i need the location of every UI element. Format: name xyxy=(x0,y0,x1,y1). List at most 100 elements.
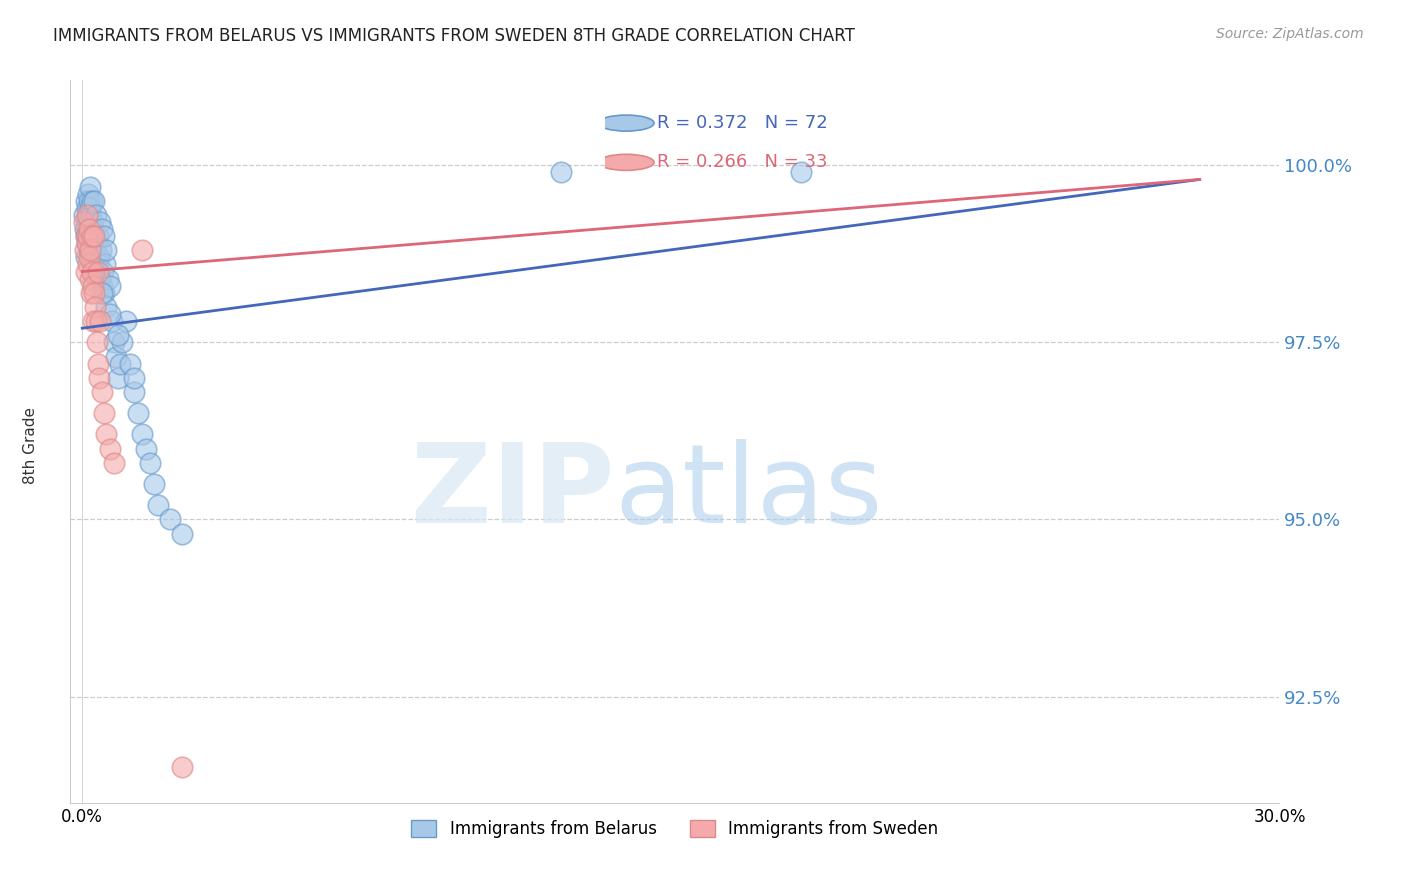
Point xyxy=(96,427,118,442)
Point xyxy=(82,264,104,278)
Point xyxy=(79,244,101,258)
Point xyxy=(75,194,97,208)
Text: IMMIGRANTS FROM BELARUS VS IMMIGRANTS FROM SWEDEN 8TH GRADE CORRELATION CHART: IMMIGRANTS FROM BELARUS VS IMMIGRANTS FR… xyxy=(53,27,855,45)
Point xyxy=(91,278,114,293)
Point xyxy=(89,271,111,285)
Point xyxy=(87,264,110,278)
Point xyxy=(83,264,105,278)
Point xyxy=(83,194,105,208)
Text: R = 0.372   N = 72: R = 0.372 N = 72 xyxy=(657,114,828,132)
Point xyxy=(98,278,121,293)
Point xyxy=(77,229,100,244)
Point xyxy=(76,236,98,251)
Point xyxy=(87,257,110,271)
Point xyxy=(143,477,166,491)
Point xyxy=(76,215,98,229)
Point xyxy=(84,314,107,328)
Point xyxy=(82,236,104,251)
Point xyxy=(79,222,101,236)
Point xyxy=(75,229,97,244)
Point xyxy=(159,512,181,526)
Point xyxy=(111,335,134,350)
Point xyxy=(131,427,153,442)
Point xyxy=(120,357,142,371)
Point xyxy=(87,357,110,371)
Point xyxy=(80,229,103,244)
Point xyxy=(170,526,193,541)
Point xyxy=(108,357,131,371)
Point xyxy=(91,384,114,399)
Point xyxy=(98,442,121,456)
Point xyxy=(89,371,111,385)
Point xyxy=(82,222,104,236)
Point xyxy=(83,229,105,244)
Point xyxy=(79,201,101,215)
Point xyxy=(170,760,193,774)
Point xyxy=(80,285,103,300)
Point xyxy=(103,335,125,350)
Point xyxy=(77,186,100,201)
Point xyxy=(97,271,120,285)
Point xyxy=(79,271,101,285)
Point xyxy=(89,314,111,328)
Point xyxy=(76,236,98,251)
Point xyxy=(122,384,145,399)
Point xyxy=(96,300,118,314)
Point xyxy=(89,251,111,265)
Point xyxy=(90,244,112,258)
Point xyxy=(76,208,98,222)
Point xyxy=(103,456,125,470)
Point xyxy=(93,285,115,300)
Point xyxy=(93,264,115,278)
Circle shape xyxy=(599,115,654,131)
Point xyxy=(91,285,114,300)
Point xyxy=(107,328,129,343)
Point xyxy=(550,165,572,179)
Point xyxy=(77,257,100,271)
Point xyxy=(84,208,107,222)
Point xyxy=(79,229,101,244)
Point xyxy=(107,371,129,385)
Point xyxy=(105,350,128,364)
Point xyxy=(139,456,162,470)
Point xyxy=(75,244,97,258)
Point xyxy=(82,257,104,271)
Point xyxy=(79,222,101,236)
Text: 8th Grade: 8th Grade xyxy=(24,408,38,484)
Point xyxy=(122,371,145,385)
Point xyxy=(83,285,105,300)
Point xyxy=(86,335,108,350)
Point xyxy=(84,300,107,314)
Point xyxy=(79,244,101,258)
Text: ZIP: ZIP xyxy=(411,439,614,546)
Point xyxy=(82,314,104,328)
Point xyxy=(94,257,117,271)
Point xyxy=(76,201,98,215)
Point xyxy=(75,264,97,278)
Point xyxy=(79,179,101,194)
Point xyxy=(98,307,121,321)
Circle shape xyxy=(599,154,654,170)
Point xyxy=(79,215,101,229)
Point xyxy=(789,165,811,179)
Point xyxy=(89,215,111,229)
Point xyxy=(75,251,97,265)
Point xyxy=(82,278,104,293)
Point xyxy=(82,215,104,229)
Text: R = 0.266   N = 33: R = 0.266 N = 33 xyxy=(657,153,828,171)
Point xyxy=(96,244,118,258)
Point xyxy=(77,229,100,244)
Text: atlas: atlas xyxy=(614,439,883,546)
Legend: Immigrants from Belarus, Immigrants from Sweden: Immigrants from Belarus, Immigrants from… xyxy=(405,814,945,845)
Point xyxy=(82,229,104,244)
Point xyxy=(131,244,153,258)
Point xyxy=(86,236,108,251)
Point xyxy=(82,194,104,208)
Point xyxy=(93,229,115,244)
Point xyxy=(91,222,114,236)
Point xyxy=(84,264,107,278)
Point xyxy=(75,229,97,244)
Point xyxy=(93,406,115,420)
Point xyxy=(135,442,157,456)
Point xyxy=(83,229,105,244)
